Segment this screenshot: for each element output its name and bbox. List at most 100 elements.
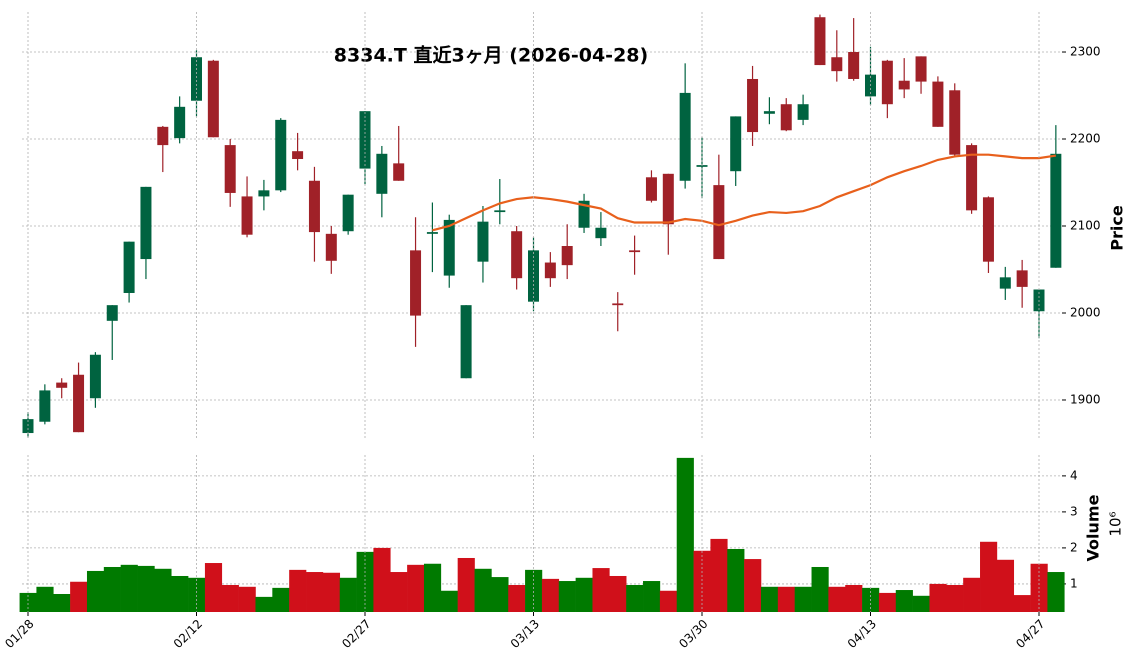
candle-body xyxy=(645,177,657,201)
candle-body xyxy=(662,173,674,225)
candle-body xyxy=(932,81,944,127)
candle-body xyxy=(881,60,893,105)
volume-bar xyxy=(322,572,341,612)
candle-body xyxy=(915,56,927,82)
volume-bar xyxy=(626,584,644,612)
candle-body xyxy=(123,241,135,293)
volume-bar xyxy=(103,566,121,612)
volume-bar xyxy=(19,592,37,612)
candle-body xyxy=(747,78,759,133)
candle-body xyxy=(207,60,219,138)
volume-bar xyxy=(1013,595,1031,612)
candle-body xyxy=(410,250,422,316)
y-tick-label: 2 xyxy=(1070,540,1078,554)
candle-body xyxy=(814,17,826,66)
volume-bar xyxy=(760,586,779,612)
candle-body xyxy=(494,210,506,213)
volume-bar xyxy=(980,541,998,612)
volume-bar xyxy=(895,590,913,612)
y-axis-label: Volume xyxy=(1084,494,1103,561)
volume-bar xyxy=(541,578,560,612)
candle-body xyxy=(679,92,691,181)
y-tick-label: 1900 xyxy=(1070,392,1101,406)
candle-body xyxy=(629,250,641,253)
chart-title: 8334.T 直近3ヶ月 (2026-04-28) xyxy=(334,44,648,67)
candle-body xyxy=(999,277,1011,289)
candle-body xyxy=(191,57,202,101)
x-tick-label: 03/30 xyxy=(676,617,710,651)
volume-bar xyxy=(457,557,475,612)
volume-bar xyxy=(744,559,762,612)
candle-body xyxy=(157,126,169,146)
volume-bar xyxy=(356,551,374,612)
volume-bar xyxy=(693,550,711,612)
candle-body xyxy=(460,305,472,379)
candle-body xyxy=(443,219,455,276)
volume-bar xyxy=(794,586,812,612)
candle-body xyxy=(22,419,34,434)
candle-body xyxy=(797,104,809,120)
candle-body xyxy=(511,231,523,279)
candle-body xyxy=(174,106,186,139)
candle-body xyxy=(949,90,961,155)
candle-body xyxy=(595,227,607,239)
y-tick-label: 1 xyxy=(1070,576,1078,590)
volume-bar xyxy=(221,584,239,612)
volume-bar xyxy=(137,565,155,612)
axis-scale-label: 10⁶ xyxy=(1107,511,1125,536)
candle-body xyxy=(376,153,388,194)
volume-bar xyxy=(255,596,273,612)
candle-body xyxy=(713,185,725,260)
candle-body xyxy=(106,305,118,321)
candle-body xyxy=(477,221,489,262)
volume-bar xyxy=(491,577,509,612)
candle-body xyxy=(39,390,51,422)
candle-body xyxy=(966,145,978,211)
moving-average-line xyxy=(432,153,1057,232)
volume-bar xyxy=(996,559,1015,612)
volume-bar xyxy=(845,584,863,612)
volume-bar xyxy=(676,457,694,612)
volume-bar xyxy=(53,593,71,612)
y-axis-label: Price xyxy=(1108,205,1127,251)
y-tick-label: 3 xyxy=(1070,504,1078,518)
volume-bar xyxy=(474,568,492,612)
volume-bar xyxy=(238,586,256,612)
volume-bar xyxy=(423,563,442,612)
volume-bar xyxy=(373,547,391,612)
volume-bar xyxy=(929,583,947,612)
candle-body xyxy=(292,151,304,160)
x-tick-label: 04/27 xyxy=(1013,617,1047,651)
x-tick-label: 02/27 xyxy=(339,617,373,651)
candle-body xyxy=(73,374,85,433)
volume-bar xyxy=(390,572,408,612)
candle-body xyxy=(1016,270,1028,287)
candle-body xyxy=(780,104,792,131)
candle-body xyxy=(308,180,320,233)
candle-body xyxy=(730,116,742,172)
candle-body xyxy=(982,197,994,262)
volume-bar xyxy=(508,584,526,612)
candle-body xyxy=(612,303,624,306)
candle-body xyxy=(831,57,843,72)
volume-bar xyxy=(558,581,576,612)
candle-body xyxy=(241,196,253,235)
x-tick-label: 04/13 xyxy=(845,617,879,651)
y-tick-label: 2200 xyxy=(1070,132,1101,146)
volume-bar xyxy=(154,568,172,612)
volume-bar xyxy=(188,577,206,612)
candle-body xyxy=(275,119,287,191)
volume-bar xyxy=(289,569,307,612)
y-tick-label: 2300 xyxy=(1070,45,1101,59)
volume-bar xyxy=(659,590,678,612)
candle-body xyxy=(359,111,371,169)
x-tick-label: 01/28 xyxy=(2,617,36,651)
candle-body xyxy=(89,354,101,399)
candle-body xyxy=(224,145,236,193)
volume-bar xyxy=(912,595,930,612)
volume-bar xyxy=(525,569,543,612)
volume-bar xyxy=(946,584,964,612)
y-tick-label: 4 xyxy=(1070,468,1078,482)
